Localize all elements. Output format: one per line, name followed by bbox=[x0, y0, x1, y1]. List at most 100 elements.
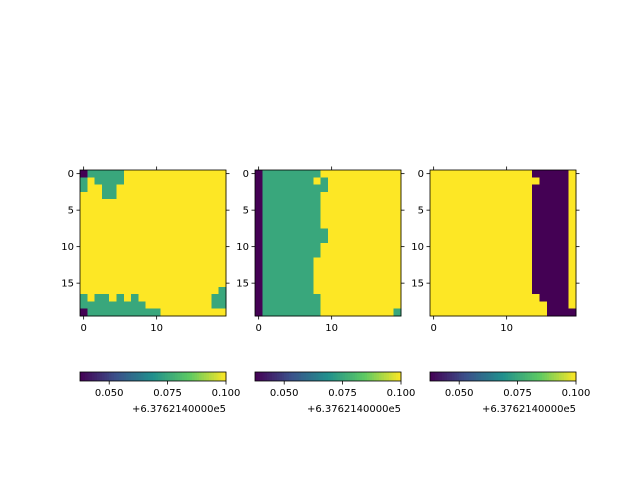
heatmap-cell bbox=[269, 170, 278, 178]
heatmap-cell bbox=[174, 206, 183, 215]
heatmap-cell bbox=[546, 272, 555, 280]
heatmap-cell bbox=[189, 257, 198, 266]
heatmap-cell bbox=[539, 243, 548, 251]
heatmap-cell bbox=[357, 177, 365, 185]
heatmap-cell bbox=[444, 235, 453, 244]
heatmap-cell bbox=[532, 191, 540, 200]
heatmap-cell bbox=[539, 184, 548, 193]
colorbar-segment bbox=[272, 372, 275, 381]
heatmap-cell bbox=[444, 206, 453, 215]
heatmap-cell bbox=[466, 184, 475, 193]
heatmap-cell bbox=[546, 264, 555, 273]
heatmap-cell bbox=[393, 235, 402, 244]
heatmap-cell bbox=[393, 191, 402, 200]
heatmap-cell bbox=[379, 257, 387, 266]
colorbar-segment bbox=[386, 372, 390, 381]
heatmap-cell bbox=[320, 235, 329, 244]
heatmap-cell bbox=[174, 177, 183, 185]
heatmap-cell bbox=[204, 206, 212, 215]
heatmap-cell bbox=[495, 235, 504, 244]
heatmap-cell bbox=[539, 199, 548, 207]
colorbar-segment bbox=[520, 372, 523, 381]
heatmap-cell bbox=[174, 264, 183, 273]
heatmap-cell bbox=[503, 286, 511, 295]
heatmap-cell bbox=[94, 170, 103, 178]
heatmap-cell bbox=[313, 221, 322, 229]
colorbar-segment bbox=[454, 372, 458, 381]
colorbar-tick-label: 0.100 bbox=[387, 388, 416, 399]
heatmap-cell bbox=[80, 213, 88, 222]
colorbar-segment bbox=[218, 372, 222, 381]
heatmap-cell bbox=[87, 286, 95, 295]
heatmap-cell bbox=[379, 264, 387, 273]
heatmap-cell bbox=[116, 199, 125, 207]
heatmap-cell bbox=[357, 170, 365, 178]
heatmap-cell bbox=[196, 243, 205, 251]
heatmap-cell bbox=[284, 257, 292, 266]
heatmap-cell bbox=[94, 264, 103, 273]
colorbar-segment bbox=[342, 372, 346, 381]
heatmap-cell bbox=[481, 221, 489, 229]
heatmap-cell bbox=[262, 286, 270, 295]
heatmap-cell bbox=[568, 294, 577, 302]
heatmap-cell bbox=[466, 279, 475, 288]
heatmap-cell bbox=[291, 184, 300, 193]
heatmap-cell bbox=[320, 308, 329, 317]
heatmap-cell bbox=[561, 264, 570, 273]
heatmap-cell bbox=[255, 221, 263, 229]
heatmap-cell bbox=[145, 213, 154, 222]
heatmap-cell bbox=[291, 294, 300, 302]
heatmap-cell bbox=[451, 272, 460, 280]
heatmap-cell bbox=[182, 308, 190, 317]
heatmap-cell bbox=[167, 257, 176, 266]
heatmap-cell bbox=[371, 177, 380, 185]
heatmap-cell bbox=[335, 286, 343, 295]
heatmap-cell bbox=[459, 243, 467, 251]
heatmap-cell bbox=[269, 264, 278, 273]
heatmap-cell bbox=[123, 235, 132, 244]
heatmap-cell bbox=[488, 308, 497, 317]
heatmap-cell bbox=[196, 286, 205, 295]
heatmap-cell bbox=[379, 213, 387, 222]
heatmap-cell bbox=[568, 199, 577, 207]
heatmap-cell bbox=[306, 206, 314, 215]
x-tick-label: 10 bbox=[325, 323, 338, 334]
heatmap-cell bbox=[510, 170, 518, 178]
heatmap-cell bbox=[539, 308, 548, 317]
colorbar-segment bbox=[306, 372, 309, 381]
heatmap-cell bbox=[546, 257, 555, 266]
heatmap-cell bbox=[204, 228, 212, 237]
colorbar-tick-label: 0.100 bbox=[212, 388, 241, 399]
heatmap-cell bbox=[451, 184, 460, 193]
heatmap-cell bbox=[532, 250, 540, 258]
heatmap-cell bbox=[196, 250, 205, 258]
heatmap-cell bbox=[320, 221, 329, 229]
colorbar-segment bbox=[371, 372, 375, 381]
heatmap-cell bbox=[532, 286, 540, 295]
heatmap-cell bbox=[291, 264, 300, 273]
heatmap-cell bbox=[262, 184, 270, 193]
heatmap-cell bbox=[160, 264, 168, 273]
heatmap-cell bbox=[211, 301, 220, 310]
heatmap-cell bbox=[510, 272, 518, 280]
heatmap-cell bbox=[517, 272, 526, 280]
heatmap-cell bbox=[568, 243, 577, 251]
heatmap-cell bbox=[510, 228, 518, 237]
heatmap-cell bbox=[196, 213, 205, 222]
heatmap-cell bbox=[568, 235, 577, 244]
colorbar-segment bbox=[80, 372, 83, 381]
heatmap-cell bbox=[481, 170, 489, 178]
colorbar-segment bbox=[430, 372, 433, 381]
colorbar-segment bbox=[293, 372, 297, 381]
heatmap-cell bbox=[342, 272, 351, 280]
heatmap-cell bbox=[473, 250, 482, 258]
heatmap-cell bbox=[313, 294, 322, 302]
heatmap-cell bbox=[393, 184, 402, 193]
heatmap-cell bbox=[517, 191, 526, 200]
heatmap-cell bbox=[218, 301, 227, 310]
heatmap-cell bbox=[189, 213, 198, 222]
heatmap-cell bbox=[481, 199, 489, 207]
heatmap-cell bbox=[342, 286, 351, 295]
heatmap-cell bbox=[167, 213, 176, 222]
heatmap-cell bbox=[437, 191, 445, 200]
